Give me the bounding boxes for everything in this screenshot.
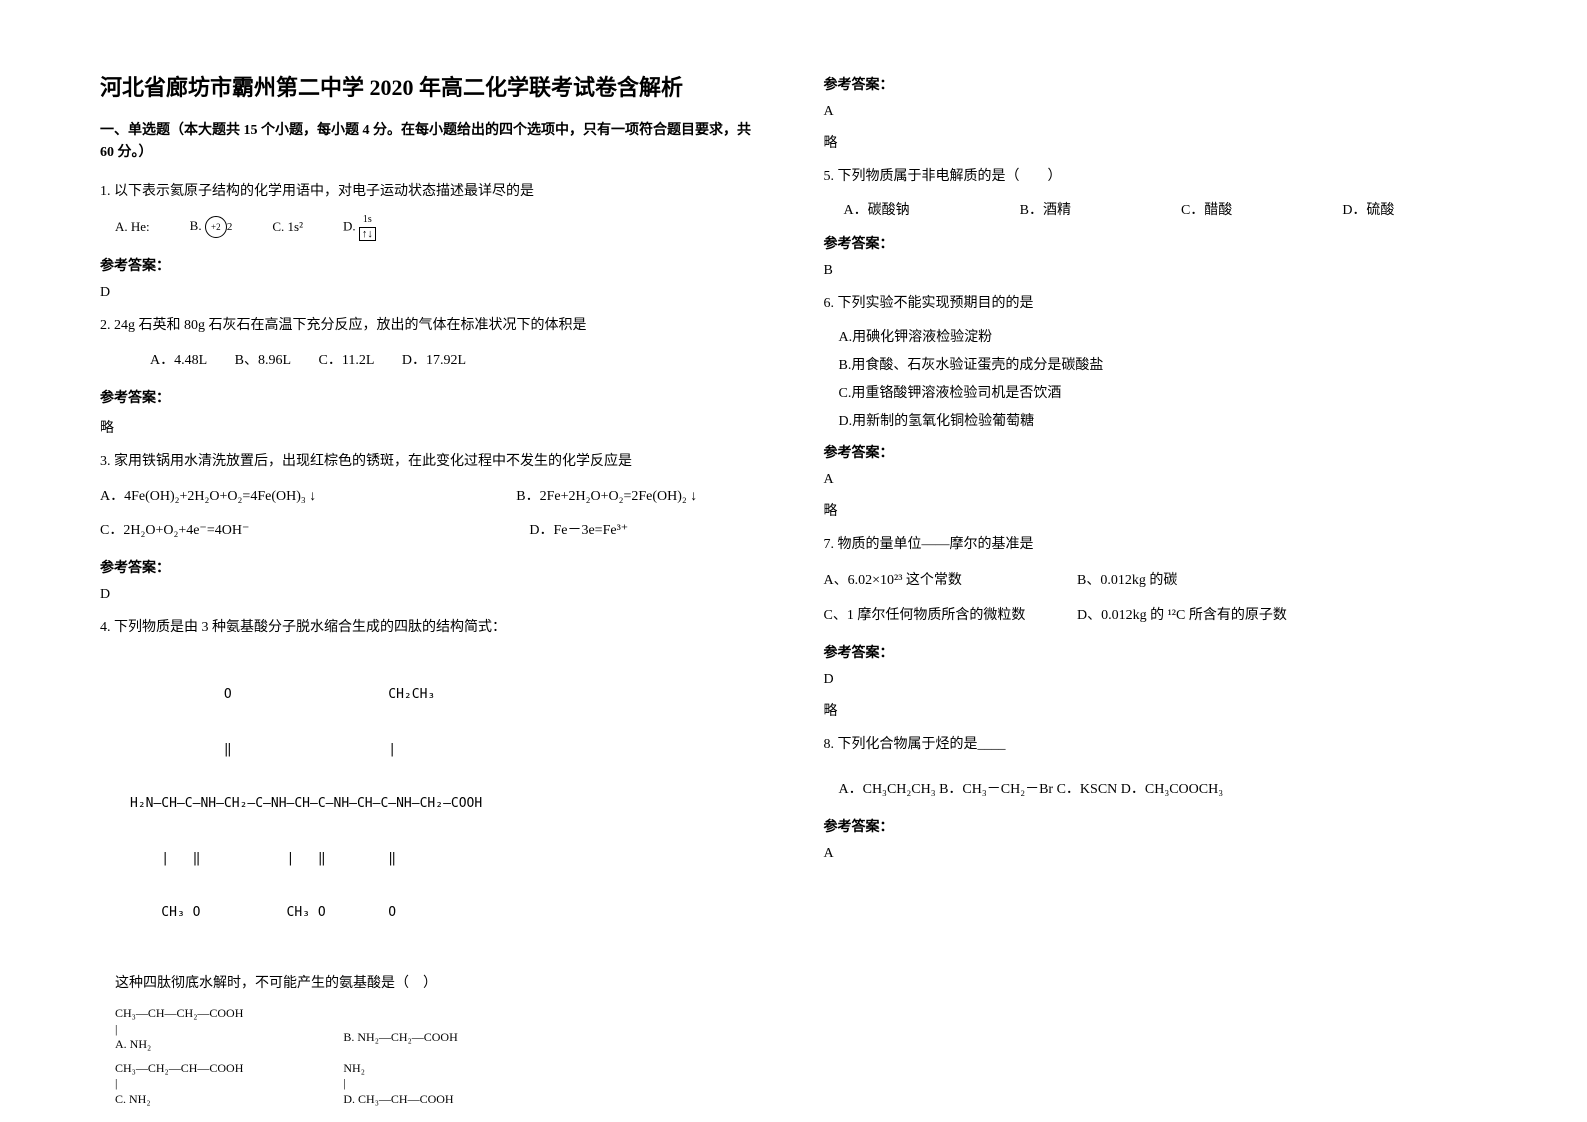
page-title: 河北省廊坊市霸州第二中学 2020 年高二化学联考试卷含解析 [100,70,764,102]
q6-optD: D.用新制的氢氧化铜检验葡萄糖 [824,410,1488,430]
q4-optC: CH₃—CH₂—CH—COOH | C. NH₂ [115,1061,243,1108]
q3-optC: C．2H₂O+O₂+4e⁻=4OH⁻ [100,519,249,539]
q1-optA: A. He: [115,219,150,235]
q4-structure: O CH₂CH₃ ‖ | H₂N—CH—C—NH—CH₂—C—NH—CH—C—N… [100,650,764,959]
q6-answer: A [824,472,1488,488]
q8-text: 8. 下列化合物属于烃的是____ [824,732,1488,757]
q5-optC: C．醋酸 [1181,199,1232,219]
q5-optA: A．碳酸钠 [844,199,910,219]
q7-row1: A、6.02×10²³ 这个常数 B、0.012kg 的碳 [824,568,1488,593]
right-column: 参考答案： A 略 5. 下列物质属于非电解质的是（ ） A．碳酸钠 B．酒精 … [824,70,1488,1072]
answer-label: 参考答案： [100,387,764,407]
q5-options: A．碳酸钠 B．酒精 C．醋酸 D．硫酸 [824,199,1488,219]
q8-options: A．CH₃CH₂CH₃ B．CH₃－CH₂－Br C．KSCN D．CH₃COO… [824,777,1488,802]
section-header: 一、单选题（本大题共 15 个小题，每小题 4 分。在每小题给出的四个选项中，只… [100,120,764,165]
q4-subtext: 这种四肽彻底水解时，不可能产生的氨基酸是（ ） [100,971,764,996]
q4-optA: CH₃—CH—CH₂—COOH | A. NH₂ [115,1006,243,1053]
q5-text: 5. 下列物质属于非电解质的是（ ） [824,164,1488,189]
q4-optB: B. NH₂—CH₂—COOH [343,1006,457,1053]
q2-text: 2. 24g 石英和 80g 石灰石在高温下充分反应，放出的气体在标准状况下的体… [100,313,764,338]
q3-row1: A．4Fe(OH)₂+2H₂O+O₂=4Fe(OH)₃ ↓ B．2Fe+2H₂O… [100,485,764,505]
q6-text: 6. 下列实验不能实现预期目的的是 [824,291,1488,316]
answer-label: 参考答案： [100,255,764,275]
orbit-icon: +2 [205,216,227,238]
q8-answer: A [824,846,1488,862]
q5-optD: D．硫酸 [1342,199,1394,219]
left-column: 河北省廊坊市霸州第二中学 2020 年高二化学联考试卷含解析 一、单选题（本大题… [100,70,764,1072]
q5-optB: B．酒精 [1020,199,1071,219]
q3-optD: D．Fe－3e=Fe³⁺ [529,519,628,539]
q4-optD: NH₂ | D. CH₃—CH—COOH [343,1061,453,1108]
omit: 略 [824,132,1488,152]
q6-optC: C.用重铬酸钾溶液检验司机是否饮酒 [824,382,1488,402]
q2-answer: 略 [100,417,764,437]
q1-optC: C. 1s² [272,219,303,235]
answer-label: 参考答案： [824,816,1488,836]
q1-options: A. He: B. +22 C. 1s² D. 1s ↑↓ [100,214,764,241]
omit: 略 [824,500,1488,520]
q4-opts-row1: CH₃—CH—CH₂—COOH | A. NH₂ B. NH₂—CH₂—COOH [100,1006,764,1053]
q7-optB: B、0.012kg 的碳 [1077,573,1177,588]
q1-answer: D [100,285,764,301]
orbital-box-icon: ↑↓ [359,227,376,241]
q1-text: 1. 以下表示氦原子结构的化学用语中，对电子运动状态描述最详尽的是 [100,179,764,204]
q7-row2: C、1 摩尔任何物质所含的微粒数 D、0.012kg 的 ¹²C 所含有的原子数 [824,603,1488,628]
answer-label: 参考答案： [824,442,1488,462]
answer-label: 参考答案： [824,642,1488,662]
q7-optA: A、6.02×10²³ 这个常数 [824,568,1074,593]
q5-answer: B [824,263,1488,279]
q3-answer: D [100,587,764,603]
q3-optB: B．2Fe+2H₂O+O₂=2Fe(OH)₂ ↓ [516,485,697,505]
answer-label: 参考答案： [824,74,1488,94]
q3-text: 3. 家用铁锅用水清洗放置后，出现红棕色的锈斑，在此变化过程中不发生的化学反应是 [100,449,764,474]
q6-optB: B.用食酸、石灰水验证蛋壳的成分是碳酸盐 [824,354,1488,374]
q4-text: 4. 下列物质是由 3 种氨基酸分子脱水缩合生成的四肽的结构简式： [100,615,764,640]
q7-optD: D、0.012kg 的 ¹²C 所含有的原子数 [1077,608,1287,623]
q6-optA: A.用碘化钾溶液检验淀粉 [824,326,1488,346]
q4-answer: A [824,104,1488,120]
q1-optD: D. 1s ↑↓ [343,214,376,241]
q1-optB: B. +22 [190,216,233,238]
answer-label: 参考答案： [100,557,764,577]
q3-row2: C．2H₂O+O₂+4e⁻=4OH⁻ D．Fe－3e=Fe³⁺ [100,519,764,539]
q2-options: A．4.48L B、8.96L C．11.2L D．17.92L [100,348,764,373]
omit: 略 [824,700,1488,720]
q7-text: 7. 物质的量单位——摩尔的基准是 [824,532,1488,557]
q3-optA: A．4Fe(OH)₂+2H₂O+O₂=4Fe(OH)₃ ↓ [100,485,316,505]
q7-optC: C、1 摩尔任何物质所含的微粒数 [824,603,1074,628]
q7-answer: D [824,672,1488,688]
answer-label: 参考答案： [824,233,1488,253]
q4-opts-row2: CH₃—CH₂—CH—COOH | C. NH₂ NH₂ | D. CH₃—CH… [100,1061,764,1108]
